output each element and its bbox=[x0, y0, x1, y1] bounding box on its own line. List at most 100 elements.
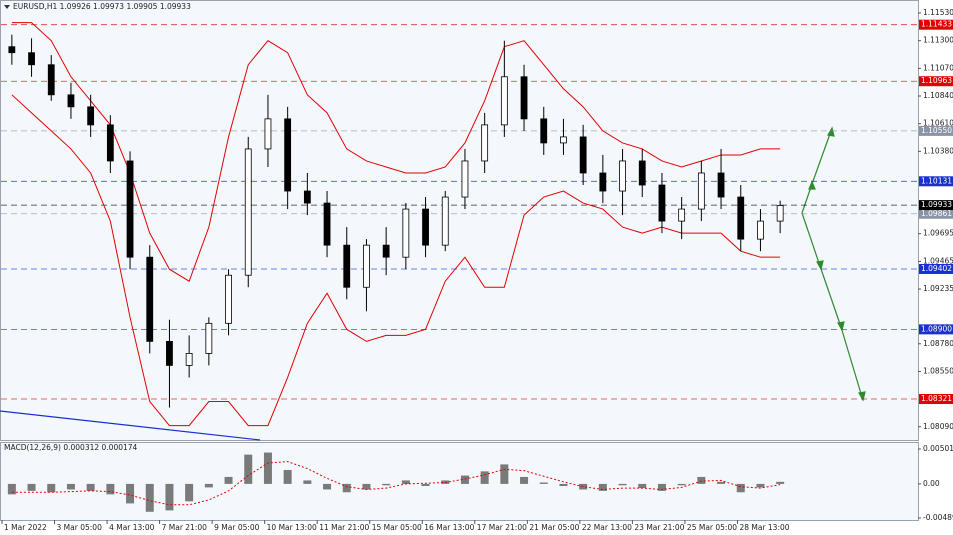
candle-body bbox=[67, 94, 75, 108]
candle-body bbox=[284, 118, 292, 192]
macd-bar bbox=[382, 483, 391, 486]
macd-bar bbox=[224, 476, 233, 484]
macd-header: MACD(12,26,9) 0.000312 0.000174 bbox=[4, 443, 138, 452]
symbol-header: EURUSD,H1 1.09926 1.09973 1.09905 1.0993… bbox=[13, 2, 191, 11]
level-label-box bbox=[919, 393, 953, 404]
macd-bar bbox=[283, 469, 292, 484]
candle-body bbox=[363, 244, 370, 288]
y-tick-label: 1.08090 bbox=[923, 422, 953, 431]
signal-line bbox=[11, 461, 781, 506]
x-tick-label: 17 Mar 21:00 bbox=[477, 523, 527, 532]
candle-body bbox=[500, 76, 508, 126]
y-tick-label: 1.09235 bbox=[923, 284, 953, 293]
y-tick-label: 1.10380 bbox=[923, 146, 953, 155]
x-tick-label: 22 Mar 13:00 bbox=[582, 523, 632, 532]
candle-body bbox=[106, 124, 114, 162]
menu-arrow[interactable] bbox=[4, 5, 10, 9]
macd-bar bbox=[736, 483, 745, 493]
macd-bar bbox=[717, 481, 726, 484]
candle-body bbox=[776, 205, 784, 222]
macd-bar bbox=[244, 454, 253, 484]
macd-bar bbox=[323, 483, 332, 490]
level-label-box bbox=[919, 200, 953, 211]
candle-body bbox=[225, 274, 232, 324]
candle-body bbox=[28, 52, 35, 66]
level-label: 1.11433 bbox=[921, 20, 952, 29]
level-label-box bbox=[919, 125, 953, 136]
y-tick-label: 0.00 bbox=[923, 479, 940, 488]
macd-bar bbox=[638, 483, 647, 489]
level-label-box bbox=[919, 76, 953, 87]
macd-bar bbox=[677, 483, 686, 486]
candle-body bbox=[166, 340, 173, 366]
macd-bar bbox=[185, 483, 194, 502]
bollinger-band bbox=[11, 94, 781, 427]
level-label: 1.09933 bbox=[921, 200, 952, 209]
macd-bar bbox=[598, 483, 607, 491]
x-tick-label: 10 Mar 13:00 bbox=[267, 523, 317, 532]
macd-bar bbox=[145, 483, 154, 512]
level-label: 1.10963 bbox=[921, 76, 952, 85]
x-tick-label: 7 Mar 21:00 bbox=[162, 523, 208, 532]
level-label: 1.10550 bbox=[921, 126, 952, 135]
candle-body bbox=[87, 106, 95, 126]
candle-body bbox=[737, 196, 745, 240]
x-tick-label: 9 Mar 05:00 bbox=[214, 523, 260, 532]
macd-bar bbox=[303, 480, 312, 484]
level-label-box bbox=[919, 263, 953, 274]
macd-bar bbox=[126, 483, 135, 504]
candle-body bbox=[697, 172, 705, 210]
macd-bar bbox=[342, 483, 351, 493]
x-tick-label: 28 Mar 13:00 bbox=[739, 523, 789, 532]
candle-body bbox=[382, 244, 390, 258]
candle-body bbox=[579, 136, 587, 174]
macd-bar bbox=[106, 483, 115, 495]
macd-bar bbox=[204, 483, 213, 488]
candle-body bbox=[540, 118, 548, 144]
level-label: 1.09861 bbox=[921, 209, 952, 218]
y-tick-label: 1.11300 bbox=[923, 36, 953, 45]
price-panel bbox=[0, 0, 919, 441]
y-tick-label: 0.005011 bbox=[923, 444, 953, 453]
candle-body bbox=[619, 160, 626, 192]
candle-body bbox=[8, 46, 16, 54]
macd-bar bbox=[263, 452, 272, 484]
x-tick-label: 11 Mar 21:00 bbox=[319, 523, 369, 532]
x-tick-label: 23 Mar 21:00 bbox=[634, 523, 684, 532]
macd-bar bbox=[500, 464, 509, 484]
level-label: 1.09402 bbox=[921, 264, 952, 273]
macd-bar bbox=[362, 483, 371, 490]
candle-body bbox=[205, 322, 213, 354]
macd-bar bbox=[559, 483, 568, 486]
macd-bar bbox=[539, 482, 548, 484]
candle-body bbox=[520, 76, 528, 120]
y-tick-label: 1.10840 bbox=[923, 91, 953, 100]
x-tick-label: 1 Mar 2022 bbox=[4, 523, 47, 532]
y-tick-label: 1.08780 bbox=[923, 339, 953, 348]
candle-body bbox=[461, 160, 469, 198]
candle-body bbox=[560, 136, 567, 144]
candle-body bbox=[599, 172, 607, 192]
macd-bar bbox=[520, 476, 529, 484]
candle-body bbox=[244, 148, 252, 276]
trend-line bbox=[0, 410, 261, 441]
candle-body bbox=[658, 184, 666, 222]
x-tick-label: 16 Mar 13:00 bbox=[424, 523, 474, 532]
candle-body bbox=[481, 124, 489, 162]
candle-body bbox=[126, 160, 134, 258]
candle-body bbox=[422, 208, 429, 246]
macd-bar bbox=[618, 483, 627, 486]
candle-body bbox=[343, 244, 351, 288]
level-label-box bbox=[919, 19, 953, 30]
y-tick-label: -0.004891 bbox=[923, 513, 953, 522]
level-label-box bbox=[919, 324, 953, 335]
macd-bar bbox=[401, 480, 410, 484]
x-tick-label: 21 Mar 05:00 bbox=[529, 523, 579, 532]
macd-bar bbox=[776, 481, 785, 484]
candle-body bbox=[47, 64, 55, 96]
level-label-box bbox=[919, 176, 953, 187]
x-tick-label: 25 Mar 05:00 bbox=[687, 523, 737, 532]
candle-body bbox=[717, 172, 725, 198]
macd-bar bbox=[165, 483, 174, 511]
